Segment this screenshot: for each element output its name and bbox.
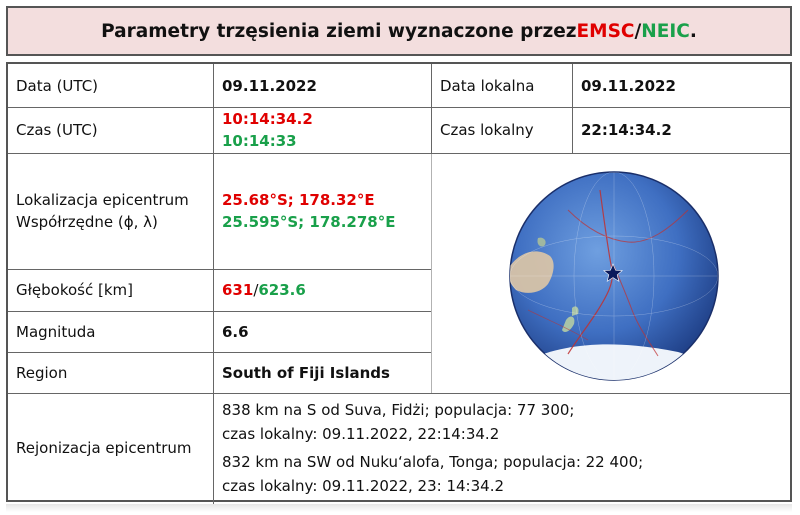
label-lokalizacja-line1: Lokalizacja epicentrum [16,191,189,209]
page-title: Parametry trzęsienia ziemi wyznaczone pr… [6,6,792,56]
label-data-utc: Data (UTC) [16,76,99,95]
label-region: Region [16,363,68,382]
label-lokalizacja: Lokalizacja epicentrum Współrzędne (ϕ, λ… [16,153,189,269]
label-czas-utc: Czas (UTC) [16,121,98,139]
title-emsc: EMSC [576,20,635,42]
glebokosc-slash: / [253,281,259,299]
title-prefix: Parametry trzęsienia ziemi wyznaczone pr… [101,20,577,42]
title-suffix: . [689,20,697,42]
value-region: South of Fiji Islands [222,363,390,382]
lokalizacja-emsc: 25.68°S; 178.32°E [222,191,375,209]
divider [8,393,790,394]
star-icon [603,263,623,282]
label-rejonizacja: Rejonizacja epicentrum [16,438,192,457]
value-data-lokalna: 09.11.2022 [581,76,676,95]
divider [572,64,573,153]
label-data-lokalna: Data lokalna [440,76,535,95]
title-neic: NEIC [641,20,690,42]
value-czas-lokalny: 22:14:34.2 [581,121,672,139]
divider [8,352,431,353]
label-glebokosc: Głębokość [km] [16,281,133,299]
value-data-utc: 09.11.2022 [222,76,317,95]
title-slash: / [634,20,642,42]
divider [8,269,431,270]
label-czas-lokalny: Czas lokalny [440,121,534,139]
rejonizacja-line2: czas lokalny: 09.11.2022, 22:14:34.2 [222,424,500,443]
divider [8,153,790,154]
value-rejonizacja: 838 km na S od Suva, Fidżi; populacja: 7… [222,393,643,502]
rejonizacja-line3: 832 km na SW od Nuku‘alofa, Tonga; popul… [222,452,644,471]
lokalizacja-neic: 25.595°S; 178.278°E [222,213,396,231]
divider [431,153,432,393]
label-magnituda: Magnituda [16,322,96,341]
divider [8,107,790,108]
label-lokalizacja-line2: Współrzędne (ϕ, λ) [16,213,158,231]
rejonizacja-line4: czas lokalny: 09.11.2022, 23: 14:34.2 [222,476,505,495]
value-czas-utc: 10:14:34.2 10:14:33 [222,107,313,153]
value-lokalizacja: 25.68°S; 178.32°E 25.595°S; 178.278°E [222,153,395,269]
value-magnituda: 6.6 [222,322,249,341]
bottom-shadow [6,504,792,512]
value-glebokosc: 631/623.6 [222,269,306,311]
divider [8,311,431,312]
glebokosc-neic: 623.6 [258,281,306,299]
czas-utc-neic: 10:14:33 [222,132,297,150]
glebokosc-emsc: 631 [222,281,254,299]
divider [213,64,214,504]
parameters-table: Data (UTC) 09.11.2022 Data lokalna 09.11… [6,62,792,504]
globe-map [509,171,719,381]
divider [431,64,432,153]
czas-utc-emsc: 10:14:34.2 [222,110,313,128]
rejonizacja-line1: 838 km na S od Suva, Fidżi; populacja: 7… [222,400,575,419]
